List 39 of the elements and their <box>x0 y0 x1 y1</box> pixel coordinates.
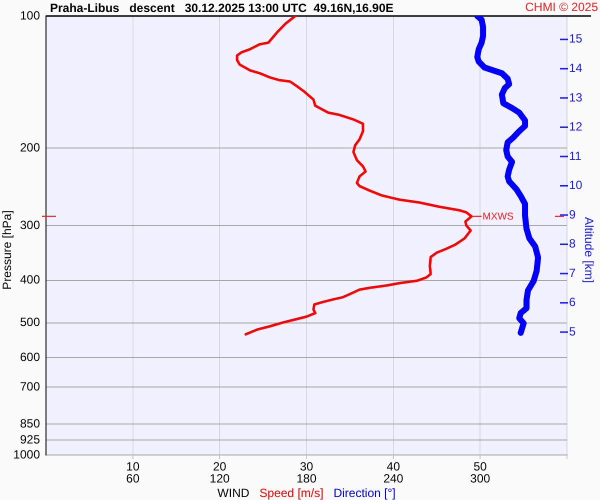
y2-tick-label: 5 <box>569 324 576 338</box>
y-tick-label: 400 <box>20 272 40 287</box>
x-tick-label: 30 <box>300 460 314 474</box>
y-tick-label: 300 <box>20 218 40 232</box>
y2-tick-label: 13 <box>569 90 583 104</box>
y2-axis-title: Altitude [km] <box>582 216 596 284</box>
y2-tick-label: 6 <box>569 295 576 310</box>
y2-tick-label: 10 <box>569 178 583 192</box>
chart-title: Praha-Libus descent 30.12.2025 13:00 UTC 49.16N,16.90E <box>50 1 394 15</box>
x2-tick-label: 60 <box>126 471 140 486</box>
y-tick-label: 925 <box>20 432 40 446</box>
x2-tick-label: 120 <box>210 471 230 486</box>
text: Speed [m/s] <box>259 486 324 500</box>
y-tick-label: 600 <box>20 350 40 364</box>
x-axis-title: WIND <box>217 486 250 500</box>
y-axis-title: Pressure [hPa] <box>0 210 14 290</box>
y-tick-label: 1000 <box>13 447 40 462</box>
y-tick-label: 850 <box>20 416 40 430</box>
x2-tick-label: 180 <box>296 471 317 486</box>
y2-tick-label: 7 <box>569 266 576 280</box>
text: CHMI © 2025 <box>525 0 598 14</box>
annotation: MXWS <box>482 212 514 223</box>
x-tick-label: 10 <box>126 460 140 474</box>
y-tick-label: 200 <box>20 140 40 154</box>
y2-tick-label: 11 <box>569 148 582 163</box>
x2-tick-label: 240 <box>383 471 404 486</box>
x-tick-label: 40 <box>386 460 400 474</box>
y-tick-label: 700 <box>20 379 40 394</box>
x-tick-label: 50 <box>473 460 488 474</box>
y2-tick-label: 8 <box>569 236 576 251</box>
y2-tick-label: 9 <box>569 207 576 222</box>
x2-tick-label: 300 <box>470 471 490 486</box>
y-tick-label: 500 <box>20 315 40 330</box>
y2-tick-label: 15 <box>569 32 583 46</box>
text: Direction [°] <box>333 486 396 500</box>
y2-tick-label: 12 <box>569 120 583 134</box>
x-tick-label: 20 <box>212 460 227 474</box>
y-tick-label: 100 <box>20 8 40 22</box>
y2-tick-label: 14 <box>569 60 583 75</box>
